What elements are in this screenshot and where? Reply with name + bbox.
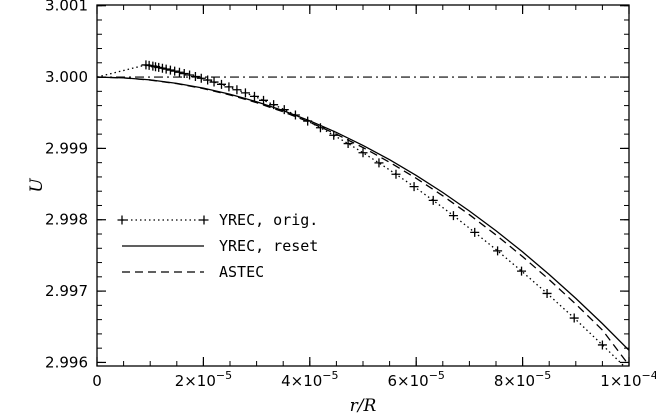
series-line-2 [97, 76, 629, 366]
x-tick-base: ×10 [503, 372, 535, 390]
plot-frame [96, 4, 630, 367]
x-tick-label-4: 8×10−5 [494, 369, 551, 390]
legend-marker-0-0 [117, 215, 127, 225]
series-marker-0-20 [240, 88, 250, 98]
y-tick-label-0: 2.996 [45, 353, 88, 371]
legend-label-2: ASTEC [219, 263, 264, 281]
x-tick-mantissa: 2 [175, 372, 185, 390]
series-marker-0-16 [209, 77, 219, 87]
x-tick-exponent: −5 [535, 369, 551, 382]
series-marker-0-38 [517, 266, 527, 276]
plot-area [96, 4, 630, 367]
x-tick-mantissa: 1 [600, 372, 610, 390]
series-marker-0-19 [232, 85, 242, 95]
series-marker-0-8 [165, 65, 175, 75]
series-group [97, 60, 629, 366]
x-tick-exponent: −5 [429, 369, 445, 382]
series-marker-0-18 [224, 82, 234, 92]
x-tick-mantissa: 8 [494, 372, 504, 390]
x-tick-base: ×10 [397, 372, 429, 390]
series-marker-0-37 [493, 246, 503, 256]
x-tick-label-3: 6×10−5 [387, 369, 444, 390]
x-tick-mantissa: 4 [281, 372, 291, 390]
y-tick-label-4: 3.000 [45, 68, 88, 86]
x-tick-base: ×10 [610, 372, 642, 390]
x-tick-base: ×10 [184, 372, 216, 390]
legend-label-1: YREC, reset [219, 237, 318, 255]
x-tick-label-2: 4×10−5 [281, 369, 338, 390]
series-marker-0-32 [391, 169, 401, 179]
x-tick-mantissa: 6 [387, 372, 397, 390]
y-tick-labels: 2.996 2.997 2.998 2.999 3.000 3.001 [45, 0, 88, 371]
series-marker-0-10 [174, 67, 184, 77]
legend-marker-0-1 [199, 215, 209, 225]
x-tick-label-0: 0 [92, 372, 102, 390]
series-marker-0-35 [448, 211, 458, 221]
series-marker-0-7 [161, 64, 171, 74]
series-marker-0-15 [203, 75, 213, 85]
series-marker-0-9 [170, 66, 180, 76]
series-marker-0-13 [190, 72, 200, 82]
x-tick-mantissa: 0 [92, 372, 102, 390]
y-tick-label-5: 3.001 [45, 0, 88, 15]
x-tick-exponent: −4 [641, 369, 656, 382]
legend: YREC, orig. YREC, reset ASTEC [117, 211, 318, 281]
series-marker-0-36 [470, 227, 480, 237]
x-tick-base: ×10 [291, 372, 323, 390]
legend-label-0: YREC, orig. [219, 211, 318, 229]
x-tick-label-5: 1×10−4 [600, 369, 656, 390]
x-axis-label: r/R [350, 396, 377, 416]
series-marker-0-11 [179, 69, 189, 79]
x-tick-exponent: −5 [322, 369, 338, 382]
series-marker-0-31 [374, 158, 384, 168]
series-marker-0-40 [569, 313, 579, 323]
series-marker-0-33 [409, 182, 419, 192]
series-line-0 [97, 64, 625, 366]
series-marker-0-30 [358, 148, 368, 158]
series-marker-0-5 [154, 62, 164, 72]
series-marker-0-17 [216, 79, 226, 89]
x-tick-labels: 0 2×10−5 4×10−5 6×10−5 8×10−5 1×10−4 [92, 369, 656, 390]
series-marker-0-28 [329, 130, 339, 140]
series-marker-0-41 [597, 340, 607, 350]
x-tick-exponent: −5 [216, 369, 232, 382]
y-axis-label: U [27, 178, 47, 193]
x-tick-label-1: 2×10−5 [175, 369, 232, 390]
series-marker-0-34 [428, 195, 438, 205]
series-marker-0-14 [196, 73, 206, 83]
series-line-1 [97, 76, 629, 351]
ticks-group [96, 5, 630, 366]
y-tick-label-3: 2.999 [45, 139, 88, 157]
y-tick-label-1: 2.997 [45, 282, 88, 300]
series-marker-0-22 [259, 95, 269, 105]
series-marker-0-39 [542, 288, 552, 298]
series-marker-0-6 [157, 63, 167, 73]
series-marker-0-21 [249, 91, 259, 101]
y-tick-label-2: 2.998 [45, 211, 88, 229]
series-marker-0-12 [185, 70, 195, 80]
